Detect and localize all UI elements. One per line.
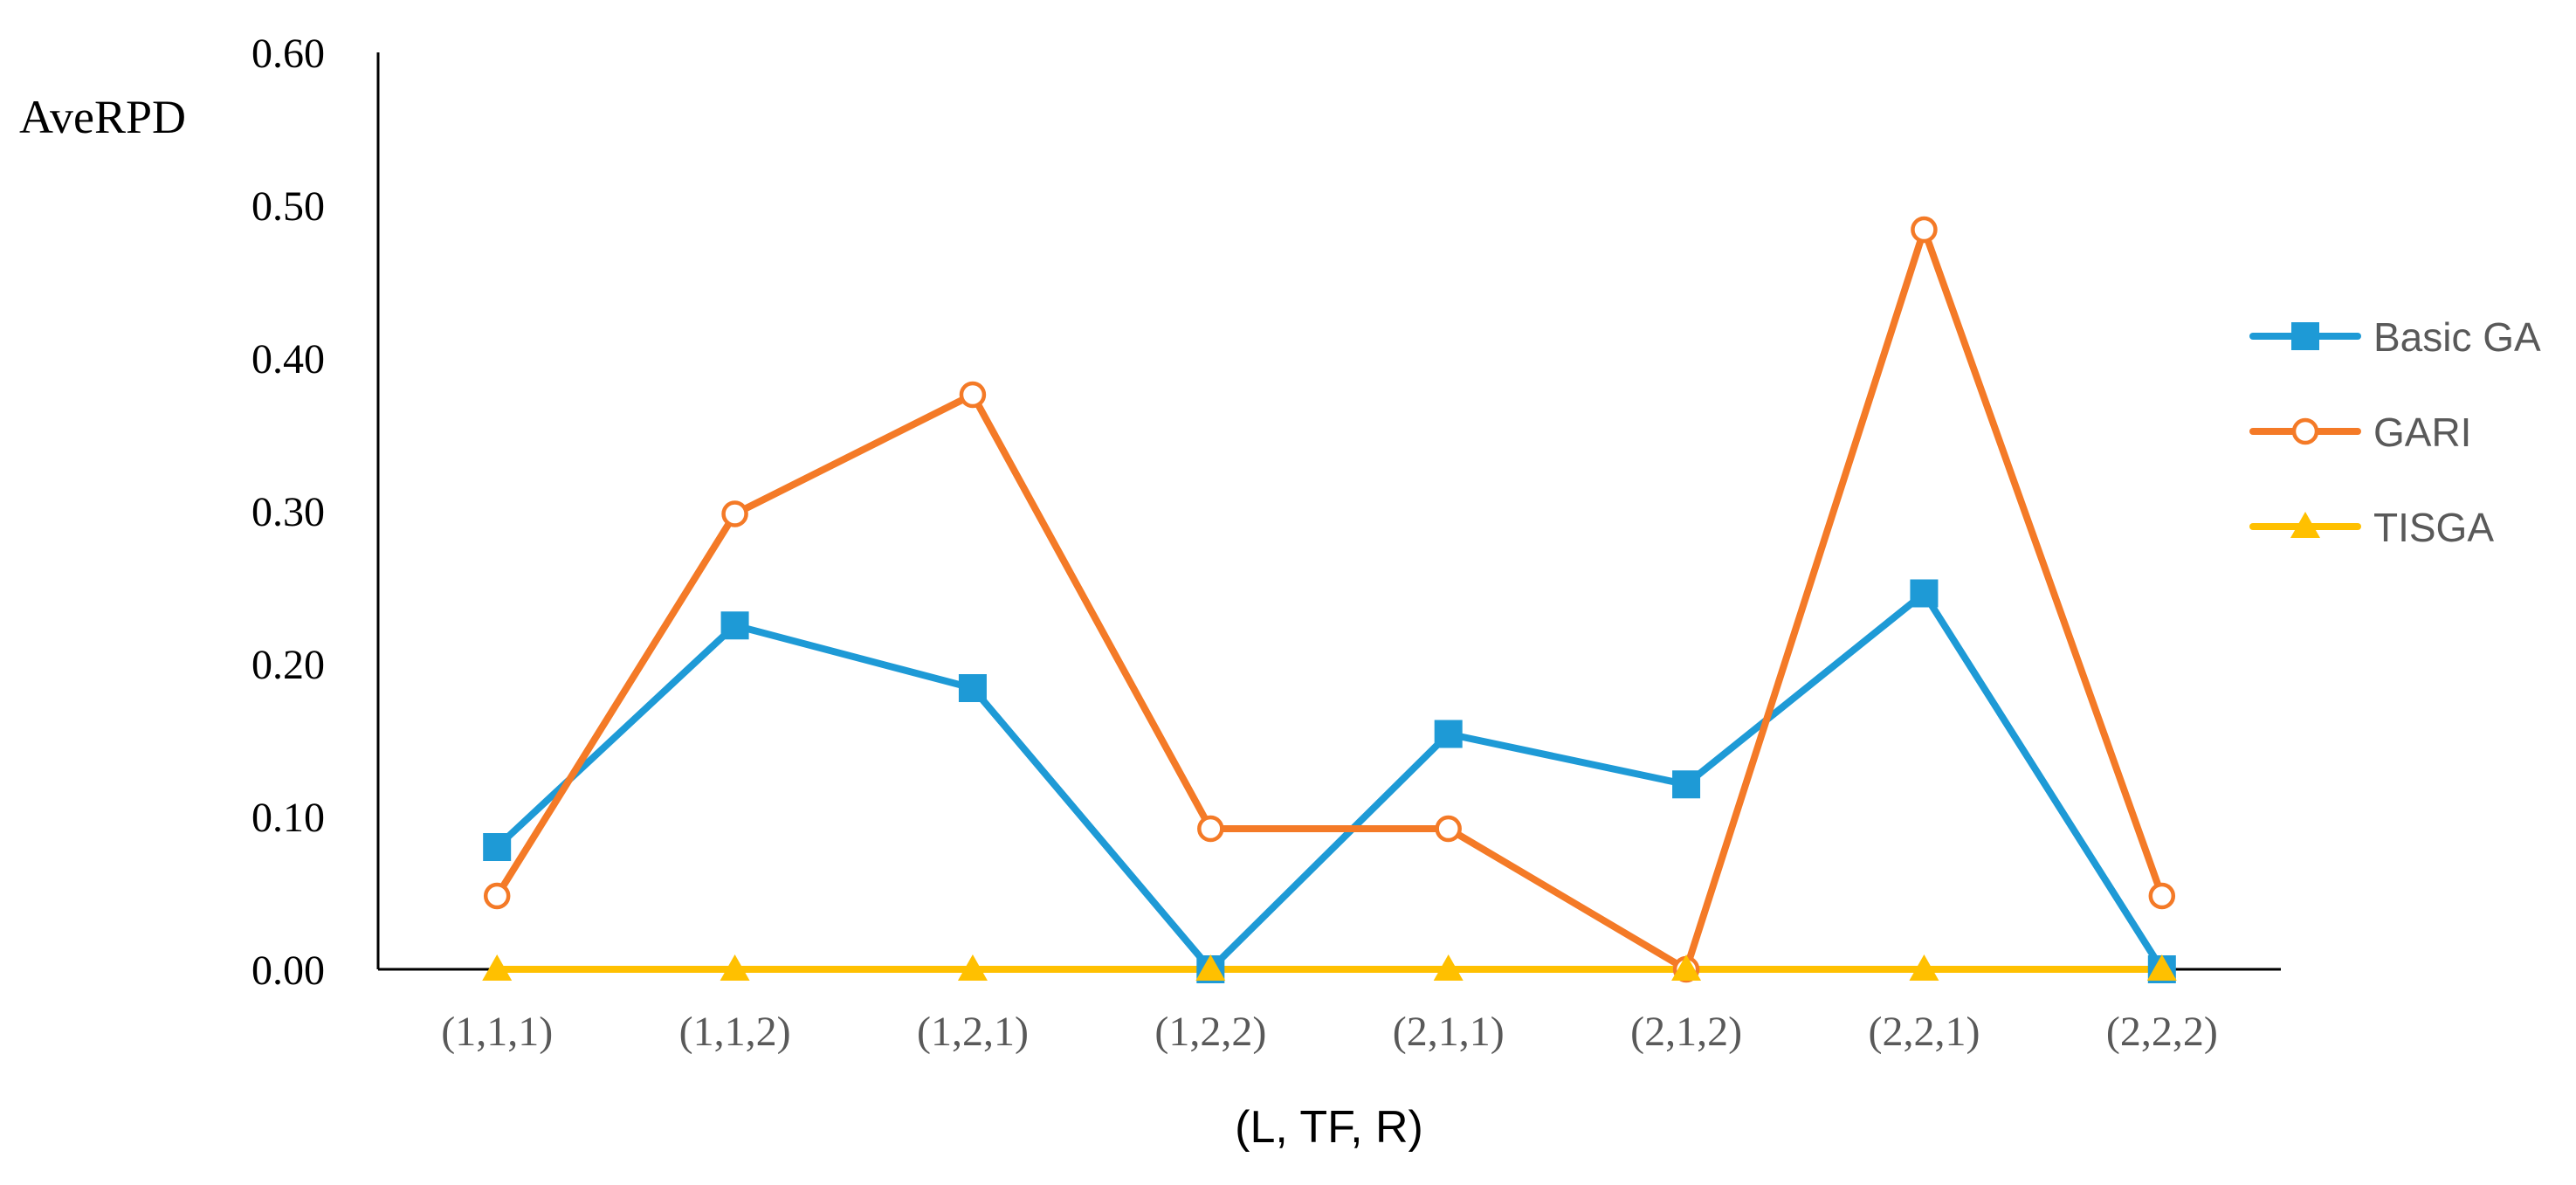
y-axis-label: AveRPD: [19, 91, 186, 143]
series-line-basic-ga: [493, 589, 2166, 973]
legend-label: Basic GA: [2373, 314, 2541, 360]
data-point-basic-ga: [720, 611, 749, 640]
y-tick-labels: 0.00 0.10 0.20 0.30 0.40 0.50 0.60: [251, 31, 325, 994]
x-tick-label: (1,2,2): [1154, 1009, 1266, 1055]
legend-marker: [2291, 322, 2319, 350]
legend-marker: [2290, 512, 2320, 538]
x-tick-labels: (1,1,1) (1,1,2) (1,2,1) (1,2,2) (2,1,1) (2,1,…: [441, 1009, 2218, 1055]
data-point-gari: [1197, 815, 1224, 843]
legend: Basic GA GARI TISGA: [2249, 314, 2541, 550]
legend-marker: [2291, 417, 2319, 445]
x-tick-label: (2,1,1): [1393, 1009, 1505, 1055]
y-tick-label: 0.20: [251, 642, 325, 688]
data-point-gari: [2148, 882, 2176, 910]
x-tick-label: (1,1,2): [679, 1009, 791, 1055]
x-axis-label: (L, TF, R): [1235, 1102, 1423, 1153]
data-point-basic-ga: [1672, 770, 1701, 799]
data-point-basic-ga: [1910, 579, 1939, 608]
y-tick-label: 0.40: [251, 336, 325, 382]
series-lines: [493, 226, 2166, 973]
legend-item-basic-ga: Basic GA: [2249, 314, 2541, 360]
x-tick-label: (2,2,2): [2106, 1009, 2218, 1055]
data-point-gari: [1911, 216, 1938, 244]
data-point-gari: [721, 500, 748, 527]
data-point-tisga: [1195, 954, 1226, 981]
legend-label: GARI: [2373, 410, 2471, 455]
y-tick-label: 0.30: [251, 489, 325, 535]
data-point-basic-ga: [1434, 720, 1463, 748]
y-tick-label: 0.00: [251, 947, 325, 994]
x-tick-label: (1,2,1): [917, 1009, 1029, 1055]
series-line-gari: [493, 226, 2166, 973]
series-markers: [482, 216, 2177, 983]
data-point-gari: [959, 381, 987, 409]
data-point-tisga: [2146, 954, 2177, 981]
y-tick-label: 0.60: [251, 31, 325, 77]
legend-item-gari: GARI: [2249, 410, 2471, 455]
legend-label: TISGA: [2373, 505, 2494, 550]
y-tick-label: 0.10: [251, 795, 325, 841]
y-tick-label: 0.50: [251, 183, 325, 230]
data-point-basic-ga: [958, 674, 987, 702]
x-tick-label: (2,1,2): [1630, 1009, 1742, 1055]
data-point-basic-ga: [483, 833, 512, 861]
data-point-tisga: [957, 954, 988, 981]
data-point-tisga: [1671, 954, 1702, 981]
data-point-gari: [1435, 815, 1462, 843]
data-point-gari: [483, 882, 511, 910]
x-tick-label: (1,1,1): [441, 1009, 553, 1055]
data-point-tisga: [482, 954, 513, 981]
x-tick-label: (2,2,1): [1868, 1009, 1980, 1055]
data-point-tisga: [1909, 954, 1939, 981]
legend-item-tisga: TISGA: [2249, 505, 2494, 550]
data-point-tisga: [1433, 954, 1464, 981]
data-point-tisga: [720, 954, 750, 981]
